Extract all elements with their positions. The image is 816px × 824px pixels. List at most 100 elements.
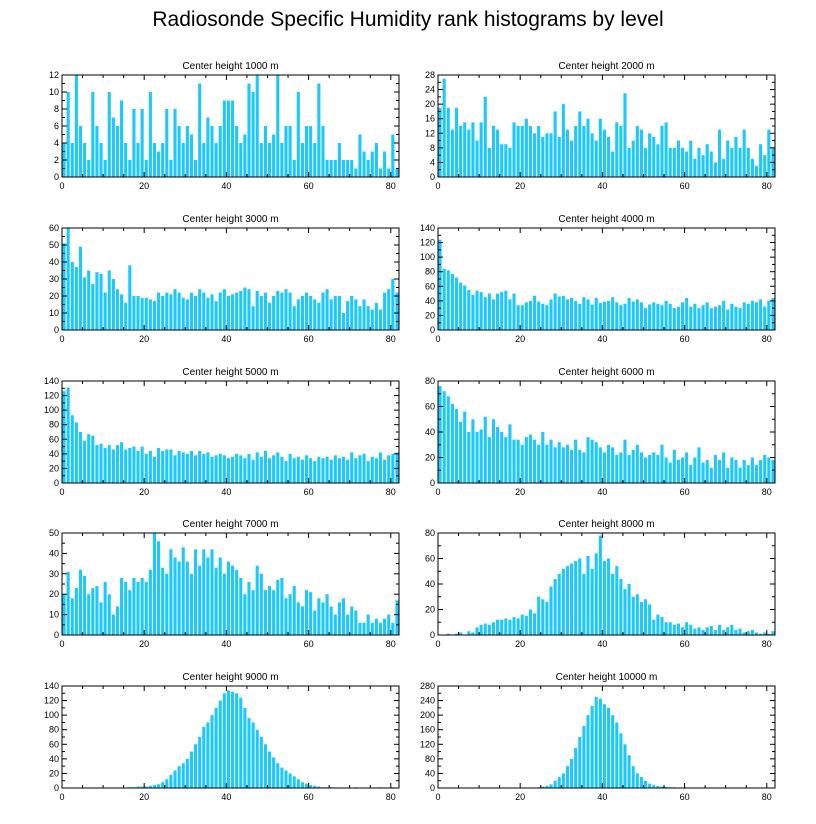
histogram-bar — [247, 581, 251, 635]
y-tick-label: 200 — [420, 710, 435, 720]
histogram-bar — [463, 411, 467, 483]
histogram-bar — [648, 604, 652, 635]
histogram-bar — [206, 557, 210, 635]
histogram-bar — [83, 143, 87, 177]
y-tick-label: 10 — [49, 87, 59, 97]
histogram-bar — [722, 300, 726, 330]
y-tick-label: 20 — [49, 463, 59, 473]
histogram-bar — [115, 606, 120, 635]
x-tick-label: 60 — [680, 334, 690, 344]
histogram-bar — [680, 147, 685, 177]
y-tick-label: 100 — [44, 405, 59, 415]
histogram-bar — [395, 600, 399, 635]
panel-title: Center height 4000 m — [558, 214, 654, 225]
y-tick-label: 12 — [49, 70, 59, 80]
histogram-bar — [333, 160, 337, 177]
histogram-bar — [549, 133, 553, 177]
histogram-bar — [161, 450, 165, 483]
y-tick-label: 0 — [54, 478, 59, 488]
histogram-bar — [717, 129, 722, 177]
histogram-bar — [656, 785, 660, 788]
histogram-bar — [391, 622, 395, 635]
histogram-bar — [574, 300, 578, 330]
histogram-bar — [74, 422, 78, 483]
histogram-bar — [259, 456, 263, 483]
histogram-bar — [115, 445, 120, 483]
x-tick-label: 80 — [386, 181, 396, 191]
y-tick-label: 40 — [425, 427, 435, 437]
histogram-bar — [132, 296, 136, 330]
histogram-bar — [95, 126, 99, 177]
histogram-bar — [309, 592, 313, 635]
histogram-bar — [395, 168, 399, 177]
histogram-bar — [516, 439, 520, 483]
histogram-bar — [251, 92, 255, 177]
histogram-bar — [354, 458, 358, 483]
histogram-bar — [251, 590, 255, 635]
histogram-bar — [607, 558, 611, 635]
y-tick-label: 0 — [54, 325, 59, 335]
histogram-bar — [516, 618, 520, 635]
histogram-bar — [570, 297, 574, 330]
histogram-bar — [173, 770, 177, 788]
y-tick-label: 28 — [425, 70, 435, 80]
histogram-bar — [508, 299, 512, 330]
histogram-bar — [70, 598, 74, 635]
histogram-bar — [759, 144, 763, 177]
y-tick-label: 40 — [49, 754, 59, 764]
y-tick-label: 30 — [49, 274, 59, 284]
histogram-bar — [226, 458, 230, 483]
histogram-bar — [206, 117, 210, 177]
histogram-bar — [574, 439, 578, 483]
histogram-bar — [689, 624, 693, 635]
histogram-bar — [483, 96, 487, 177]
histogram-bar — [70, 415, 74, 483]
histogram-bar — [471, 632, 475, 635]
histogram-bar — [111, 449, 115, 483]
histogram-bar — [161, 782, 165, 788]
histogram-bar — [341, 456, 346, 483]
histogram-bar — [374, 618, 378, 635]
histogram-bar — [459, 421, 463, 483]
x-tick-label: 60 — [304, 792, 314, 802]
histogram-bar — [643, 780, 648, 788]
histogram-bar — [664, 786, 668, 788]
x-tick-label: 0 — [435, 181, 440, 191]
histogram-bar — [177, 450, 181, 483]
histogram-bar — [463, 285, 467, 330]
y-tick-label: 12 — [425, 128, 435, 138]
histogram-bar — [459, 282, 463, 330]
histogram-bar — [235, 126, 239, 177]
y-tick-label: 240 — [420, 696, 435, 706]
y-tick-label: 100 — [44, 710, 59, 720]
histogram-bar — [689, 140, 693, 177]
histogram-bar — [487, 624, 491, 635]
histogram-bar — [639, 777, 643, 788]
y-tick-label: 280 — [420, 681, 435, 691]
histogram-bar — [189, 450, 194, 483]
histogram-bar — [111, 614, 115, 635]
histogram-bar — [607, 444, 611, 483]
histogram-bar — [99, 443, 103, 483]
histogram-bar — [165, 573, 169, 635]
histogram-bar — [586, 118, 590, 177]
histogram-bar — [202, 292, 206, 330]
histogram-bar — [512, 122, 516, 177]
histogram-bar — [504, 437, 508, 483]
histogram-bar — [267, 586, 272, 635]
histogram-bar — [296, 602, 300, 635]
histogram-bar — [300, 459, 304, 483]
histogram-bar — [173, 289, 177, 330]
histogram-bar — [520, 305, 524, 330]
histogram-bar — [578, 449, 582, 483]
histogram-bar — [329, 606, 333, 635]
panel-title: Center height 10000 m — [556, 672, 658, 683]
histogram-bar — [325, 160, 329, 177]
histogram-bar — [309, 296, 313, 330]
histogram-bar — [545, 305, 549, 330]
histogram-bar — [730, 624, 734, 635]
histogram-bar — [467, 432, 471, 483]
histogram-bar — [280, 577, 284, 635]
histogram-bar — [317, 456, 321, 483]
y-tick-label: 80 — [425, 267, 435, 277]
